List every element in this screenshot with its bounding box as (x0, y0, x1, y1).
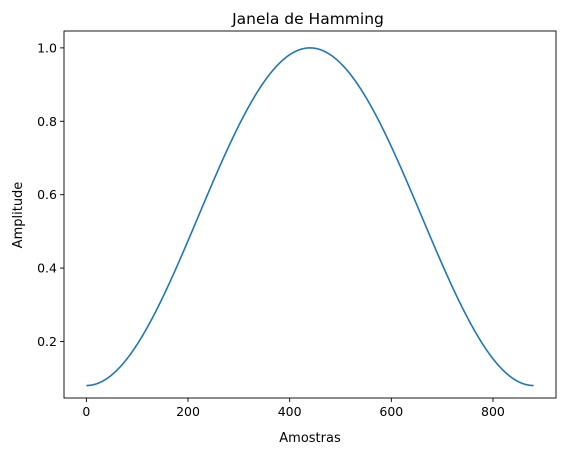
y-tick-label: 0.4 (37, 261, 57, 276)
y-tick-label: 0.2 (37, 334, 57, 349)
x-tick-label: 0 (82, 404, 90, 419)
y-tick-label: 0.8 (37, 114, 57, 129)
axes-frame (63, 30, 557, 399)
y-axis-label: Amplitude (11, 182, 26, 249)
x-tick-label: 600 (379, 404, 403, 419)
series-line (86, 47, 534, 387)
chart-title: Janela de Hamming (231, 10, 384, 28)
plot-area (86, 47, 534, 387)
y-tick-label: 0.6 (37, 187, 57, 202)
x-axis-label: Amostras (279, 431, 341, 446)
x-tick-label: 400 (278, 404, 302, 419)
y-tick-label: 1.0 (37, 40, 57, 55)
x-tick-label: 200 (176, 404, 200, 419)
x-tick-label: 800 (481, 404, 505, 419)
x-axis-ticks: 0 200 400 600 800 (82, 398, 505, 419)
y-axis-ticks: 0.2 0.4 0.6 0.8 1.0 (37, 40, 64, 349)
